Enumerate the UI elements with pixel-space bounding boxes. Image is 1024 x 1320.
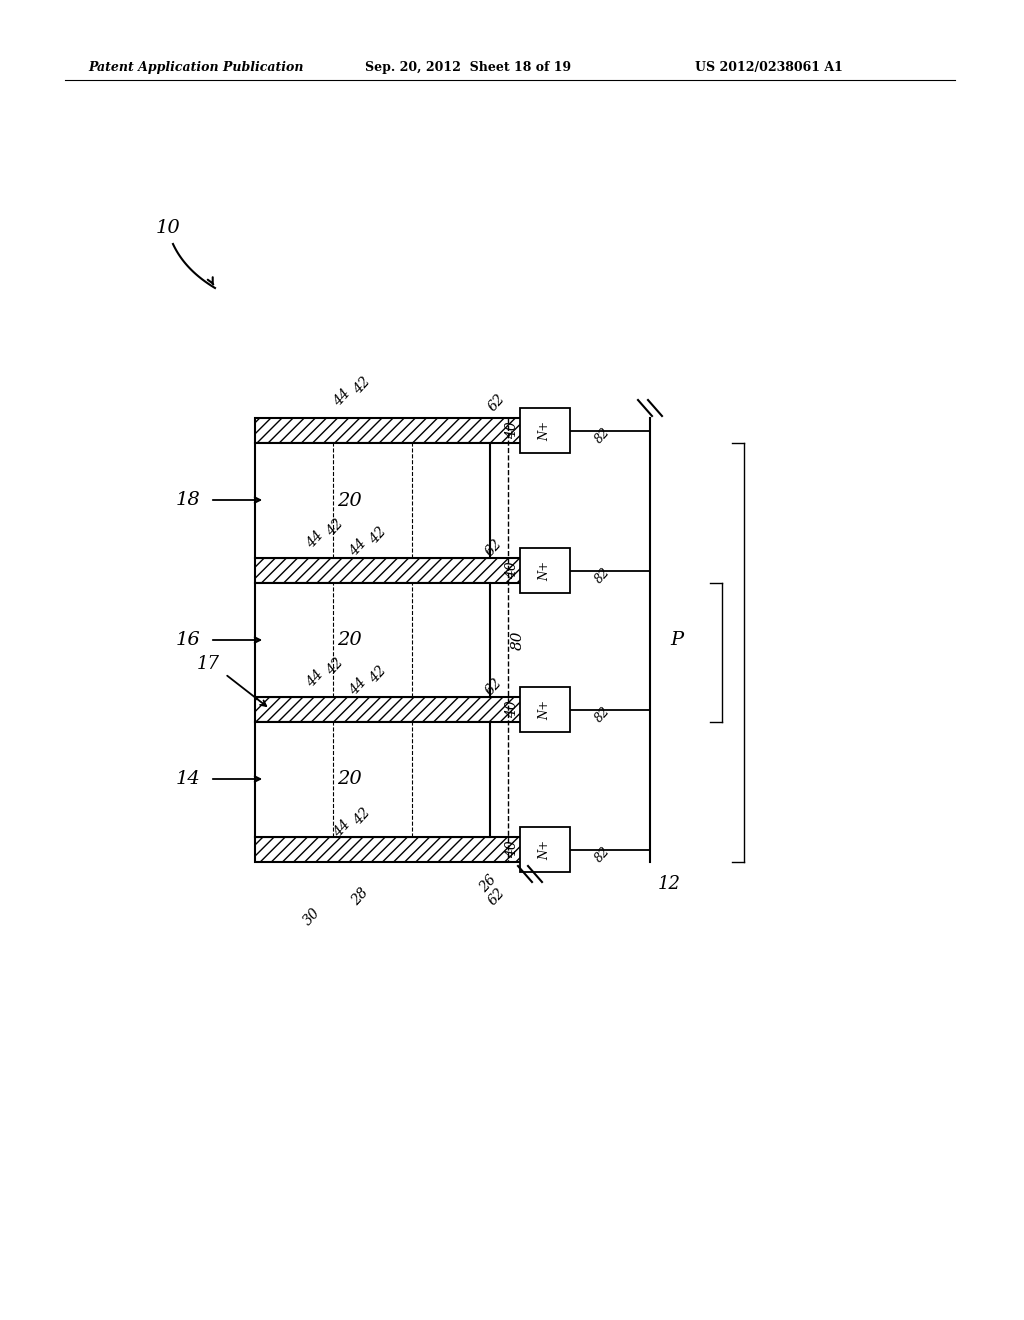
Text: US 2012/0238061 A1: US 2012/0238061 A1 <box>695 62 843 74</box>
Text: 17: 17 <box>197 655 220 673</box>
Text: 42: 42 <box>367 664 389 686</box>
Bar <box>520 686 570 733</box>
Bar <box>255 444 490 558</box>
Bar <box>255 722 490 837</box>
Text: 62: 62 <box>483 676 505 698</box>
Text: 82: 82 <box>592 566 612 586</box>
Text: N+: N+ <box>539 561 552 581</box>
Text: Sep. 20, 2012  Sheet 18 of 19: Sep. 20, 2012 Sheet 18 of 19 <box>365 62 571 74</box>
Text: 14: 14 <box>175 770 200 788</box>
Text: 42: 42 <box>324 516 346 540</box>
Text: 62: 62 <box>485 886 508 908</box>
Text: 12: 12 <box>658 875 681 894</box>
Bar <box>255 558 540 583</box>
Text: 44: 44 <box>331 817 353 841</box>
Bar <box>520 548 570 593</box>
Text: Patent Application Publication: Patent Application Publication <box>88 62 303 74</box>
Text: 42: 42 <box>324 656 346 678</box>
Text: 42: 42 <box>367 525 389 548</box>
Text: 44: 44 <box>304 668 326 690</box>
Text: 62: 62 <box>483 537 505 560</box>
Text: 82: 82 <box>592 845 612 866</box>
Text: 44: 44 <box>347 676 369 698</box>
Text: N+: N+ <box>539 840 552 859</box>
Bar <box>255 583 490 697</box>
Text: 26: 26 <box>477 873 499 895</box>
Bar <box>520 408 570 453</box>
Text: 30: 30 <box>301 906 324 928</box>
Bar <box>520 828 570 873</box>
Text: 18: 18 <box>175 491 200 510</box>
Text: P: P <box>670 631 683 649</box>
Text: 40: 40 <box>505 840 519 858</box>
Text: 40: 40 <box>505 561 519 579</box>
Text: 28: 28 <box>349 886 371 908</box>
Text: N+: N+ <box>539 700 552 719</box>
Text: 10: 10 <box>156 219 180 238</box>
Text: 20: 20 <box>337 631 361 649</box>
Bar <box>255 697 540 722</box>
Text: N+: N+ <box>539 421 552 441</box>
Text: 20: 20 <box>337 771 361 788</box>
Text: 82: 82 <box>592 705 612 725</box>
Text: 62: 62 <box>485 392 508 414</box>
Text: 16: 16 <box>175 631 200 649</box>
Text: 20: 20 <box>337 491 361 510</box>
Text: 44: 44 <box>331 387 353 409</box>
Text: 44: 44 <box>304 529 326 552</box>
Text: 42: 42 <box>351 375 373 397</box>
Bar <box>255 418 540 444</box>
Text: 80: 80 <box>511 630 525 649</box>
Text: 44: 44 <box>347 537 369 560</box>
Bar <box>255 837 540 862</box>
Text: 40: 40 <box>505 421 519 438</box>
Text: 40: 40 <box>505 700 519 718</box>
Text: 82: 82 <box>592 426 612 446</box>
Text: 42: 42 <box>351 805 373 828</box>
